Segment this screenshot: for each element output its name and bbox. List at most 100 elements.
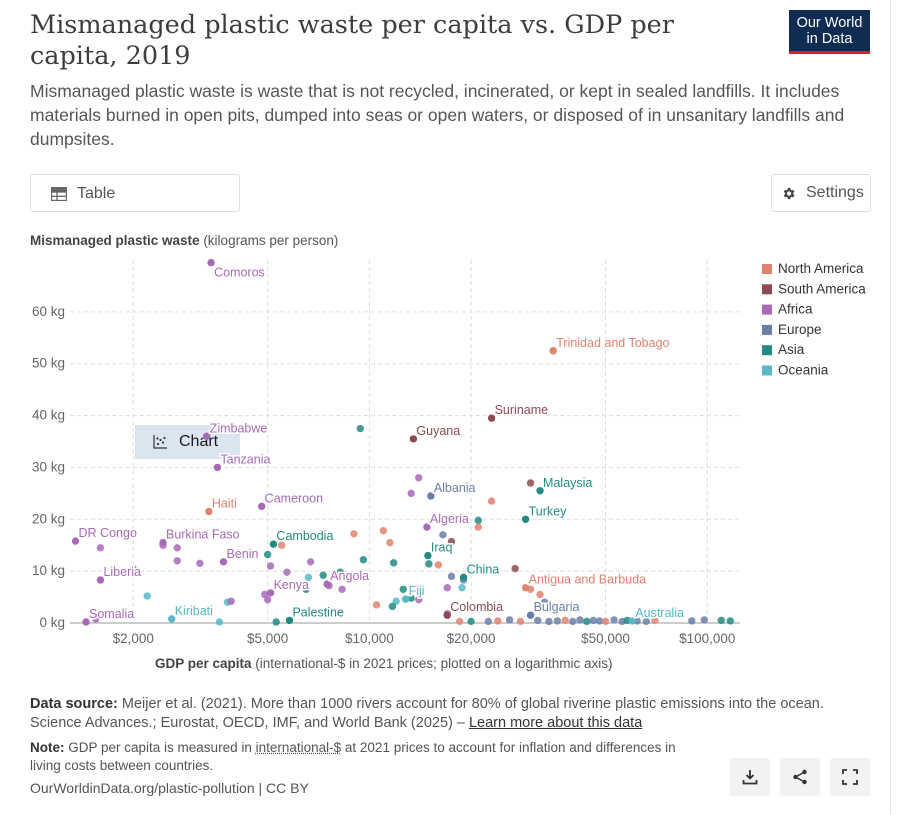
note-text-1: GDP per capita is measured in <box>64 740 256 755</box>
data-point <box>372 601 381 609</box>
data-point-labeled <box>401 595 410 603</box>
legend-swatch <box>762 324 772 335</box>
source-label: Data source: <box>30 696 118 712</box>
data-label: Trinidad and Tobago <box>556 336 669 350</box>
data-label: Angola <box>330 569 369 583</box>
data-label: Colombia <box>450 600 503 614</box>
data-point <box>336 568 344 576</box>
data-point-labeled <box>213 463 222 472</box>
data-point <box>536 590 544 599</box>
data-point <box>610 616 618 624</box>
data-label: Cameroon <box>265 491 323 505</box>
share-icon <box>793 769 807 785</box>
page-title: Mismanaged plastic waste per capita vs. … <box>30 10 674 71</box>
data-point <box>455 617 464 626</box>
logo-line-2: in Data <box>806 31 853 47</box>
data-point <box>272 618 280 626</box>
legend-label: South America <box>778 281 866 296</box>
share-button[interactable] <box>780 758 820 796</box>
data-point-labeled <box>549 347 557 355</box>
legend-swatch <box>762 365 772 376</box>
y-tick-label: 10 kg <box>32 563 65 578</box>
data-point-labeled <box>168 615 176 623</box>
data-point-labeled <box>205 507 213 516</box>
chart-subtitle: Mismanaged plastic waste is waste that i… <box>30 81 845 149</box>
data-point <box>302 585 310 593</box>
data-label: Tanzania <box>220 452 270 466</box>
data-point <box>356 424 364 433</box>
data-point <box>553 617 562 625</box>
data-point <box>534 616 542 625</box>
data-point-labeled <box>536 487 544 495</box>
y-tick-label: 0 kg <box>39 615 65 630</box>
site-license[interactable]: OurWorldinData.org/plastic-pollution | C… <box>30 780 309 796</box>
data-point <box>263 595 272 604</box>
data-point <box>474 516 482 525</box>
data-label: DR Congo <box>79 526 137 540</box>
data-point-labeled <box>266 589 275 597</box>
data-point <box>595 617 604 625</box>
data-point-labeled <box>424 551 432 560</box>
data-point <box>447 572 456 581</box>
data-point <box>173 557 181 565</box>
data-point <box>407 489 415 498</box>
data-label: China <box>467 562 500 576</box>
data-point <box>263 550 272 559</box>
x-tick-label: $5,000 <box>247 631 288 646</box>
data-point <box>467 617 475 626</box>
data-point-labeled <box>459 573 468 582</box>
tab-table[interactable]: Table <box>33 177 133 211</box>
data-source: Data source: Meijer et al. (2021). More … <box>30 695 870 733</box>
legend-label: North America <box>778 261 864 276</box>
data-point <box>304 573 313 582</box>
data-point <box>494 617 502 625</box>
data-point <box>601 617 610 626</box>
data-point-labeled <box>219 558 228 566</box>
data-point <box>425 560 433 568</box>
data-point-labeled <box>526 611 535 619</box>
settings-button[interactable]: Settings <box>771 174 871 212</box>
data-point <box>651 616 659 625</box>
source-text: Meijer et al. (2021). More than 1000 riv… <box>30 696 824 731</box>
data-point-labeled <box>628 617 636 625</box>
international-dollar-link[interactable]: international-$ <box>255 740 342 755</box>
data-point <box>277 541 286 549</box>
y-tick-label: 50 kg <box>32 356 65 371</box>
legend-swatch <box>762 304 772 315</box>
owid-logo[interactable]: Our World in Data <box>789 10 870 54</box>
note-label: Note: <box>30 740 65 755</box>
data-point <box>576 616 584 624</box>
y-tick-label: 20 kg <box>32 511 65 526</box>
data-point <box>407 594 415 602</box>
data-point <box>717 616 725 625</box>
data-point <box>642 617 650 626</box>
data-point <box>447 537 456 546</box>
data-point-labeled <box>409 435 418 443</box>
tab-table-label: Table <box>77 185 116 202</box>
y-tick-label: 40 kg <box>32 408 65 423</box>
data-label: Cambodia <box>276 529 333 543</box>
page-border <box>890 0 891 815</box>
data-point <box>589 616 598 625</box>
view-tabs: Table Chart <box>30 174 240 459</box>
data-point-labeled <box>487 414 496 422</box>
data-point <box>561 616 569 625</box>
data-point <box>474 523 482 531</box>
data-point-labeled <box>82 618 90 626</box>
data-point <box>487 497 496 505</box>
data-label: Kenya <box>274 578 309 592</box>
x-tick-label: $50,000 <box>581 631 630 646</box>
data-point <box>688 617 696 625</box>
data-label: Suriname <box>495 403 549 417</box>
data-label: Burkina Faso <box>166 528 240 542</box>
data-point-labeled <box>521 515 530 523</box>
data-point <box>540 598 549 606</box>
legend-label: Africa <box>778 302 813 317</box>
data-point <box>484 617 493 626</box>
data-point <box>545 617 553 626</box>
learn-more-link[interactable]: Learn more about this data <box>468 715 643 731</box>
data-point <box>283 568 291 576</box>
y-axis-title: Mismanaged plastic waste (kilograms per … <box>30 233 338 248</box>
download-button[interactable] <box>730 758 770 796</box>
fullscreen-button[interactable] <box>830 758 870 796</box>
